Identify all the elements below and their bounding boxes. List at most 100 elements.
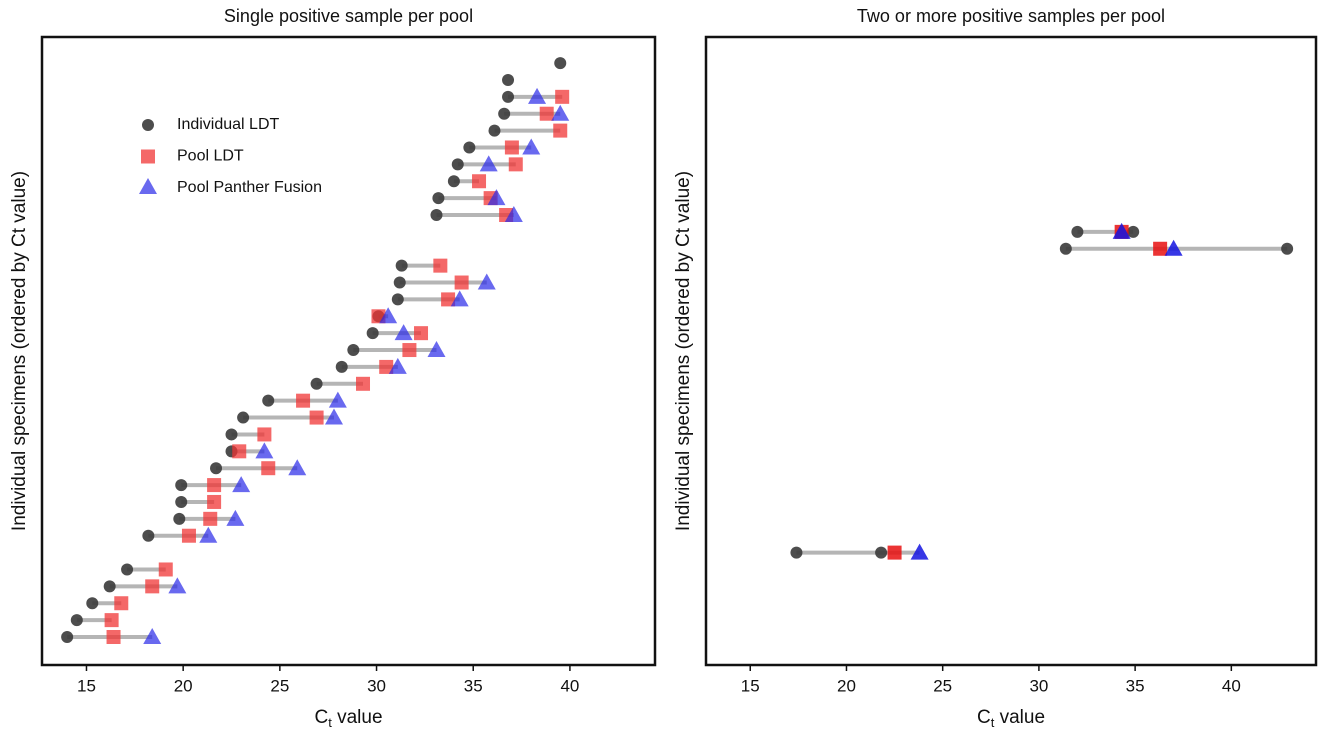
point-square bbox=[454, 275, 469, 290]
point-triangle bbox=[450, 290, 469, 307]
point-circle bbox=[488, 124, 501, 137]
point-circle bbox=[210, 462, 223, 475]
chart-title: Two or more positive samples per pool bbox=[857, 6, 1165, 26]
x-label-rest: value bbox=[994, 707, 1045, 728]
x-axis-label: Ct value bbox=[314, 707, 382, 730]
point-square bbox=[145, 579, 160, 594]
point-square bbox=[309, 410, 324, 425]
point-square bbox=[104, 613, 119, 628]
point-circle bbox=[1281, 242, 1294, 255]
point-triangle bbox=[255, 442, 274, 459]
x-tick-label: 15 bbox=[741, 676, 760, 695]
x-label-main: C bbox=[314, 707, 328, 728]
point-circle bbox=[451, 158, 464, 171]
legend-marker bbox=[142, 119, 154, 131]
point-square bbox=[257, 427, 272, 442]
y-axis-label: Individual specimens (ordered by Ct valu… bbox=[9, 171, 30, 531]
point-triangle bbox=[1112, 222, 1131, 239]
point-circle bbox=[61, 631, 74, 643]
point-circle bbox=[121, 563, 134, 576]
point-square bbox=[356, 376, 371, 391]
point-circle bbox=[502, 73, 515, 86]
legend-marker bbox=[141, 149, 155, 164]
point-circle bbox=[393, 276, 406, 289]
point-circle bbox=[875, 546, 888, 559]
x-tick-label: 40 bbox=[560, 676, 579, 695]
point-square bbox=[433, 258, 448, 273]
point-triangle bbox=[528, 87, 547, 104]
point-circle bbox=[225, 428, 238, 441]
point-triangle bbox=[143, 628, 162, 644]
point-square bbox=[232, 444, 247, 459]
point-circle bbox=[70, 614, 83, 627]
point-circle bbox=[335, 360, 348, 373]
point-square bbox=[441, 292, 456, 307]
point-triangle bbox=[479, 155, 498, 172]
point-circle bbox=[310, 377, 323, 390]
point-circle bbox=[432, 192, 445, 205]
point-triangle bbox=[551, 104, 570, 121]
point-square bbox=[207, 478, 222, 493]
point-triangle bbox=[324, 408, 343, 425]
point-triangle bbox=[328, 391, 347, 408]
x-tick-label: 35 bbox=[464, 676, 483, 695]
point-triangle bbox=[379, 307, 398, 324]
plot-frame bbox=[40, 35, 657, 667]
point-triangle bbox=[1164, 239, 1183, 256]
point-circle bbox=[142, 529, 155, 542]
point-square bbox=[555, 89, 570, 104]
point-square bbox=[887, 545, 902, 560]
point-triangle bbox=[288, 459, 307, 476]
point-square bbox=[261, 461, 276, 476]
point-circle bbox=[175, 479, 188, 492]
point-square bbox=[539, 106, 554, 121]
point-circle bbox=[1059, 242, 1072, 255]
point-triangle bbox=[226, 509, 245, 526]
x-tick-label: 30 bbox=[1029, 676, 1048, 695]
legend-label: Pool LDT bbox=[177, 148, 244, 165]
point-square bbox=[402, 343, 417, 358]
point-triangle bbox=[504, 206, 523, 222]
point-circle bbox=[447, 175, 460, 188]
point-triangle bbox=[199, 526, 218, 543]
point-square bbox=[379, 359, 394, 374]
point-circle bbox=[554, 57, 567, 70]
point-square bbox=[296, 393, 311, 408]
point-square bbox=[414, 326, 429, 341]
legend-label: Individual LDT bbox=[177, 116, 280, 133]
point-circle bbox=[1127, 225, 1140, 238]
point-triangle bbox=[394, 324, 413, 341]
x-tick-label: 15 bbox=[77, 676, 96, 695]
point-circle bbox=[173, 512, 186, 525]
plot-frame bbox=[704, 35, 1318, 667]
point-circle bbox=[237, 411, 250, 424]
point-circle bbox=[175, 495, 188, 508]
x-label-sub: t bbox=[991, 715, 995, 730]
chart-title: Single positive sample per pool bbox=[224, 6, 473, 26]
point-circle bbox=[262, 394, 275, 407]
legend-marker bbox=[139, 178, 157, 194]
point-circle bbox=[430, 209, 443, 221]
x-axis-label: Ct value bbox=[977, 707, 1045, 730]
legend-label: Pool Panther Fusion bbox=[177, 179, 322, 196]
point-square bbox=[158, 562, 173, 577]
point-circle bbox=[391, 293, 404, 306]
point-circle bbox=[395, 259, 408, 272]
point-circle bbox=[347, 344, 360, 357]
point-square bbox=[207, 494, 222, 509]
point-triangle bbox=[910, 543, 929, 560]
point-circle bbox=[790, 546, 803, 559]
point-triangle bbox=[168, 577, 187, 594]
point-triangle bbox=[232, 476, 251, 493]
point-circle bbox=[498, 107, 511, 120]
x-tick-label: 25 bbox=[270, 676, 289, 695]
point-square bbox=[472, 174, 487, 189]
point-square bbox=[508, 157, 523, 172]
point-square bbox=[553, 123, 568, 138]
y-axis-label: Individual specimens (ordered by Ct valu… bbox=[673, 171, 694, 531]
x-tick-label: 40 bbox=[1222, 676, 1241, 695]
point-circle bbox=[366, 327, 379, 340]
point-circle bbox=[1071, 225, 1084, 238]
point-circle bbox=[86, 597, 99, 610]
